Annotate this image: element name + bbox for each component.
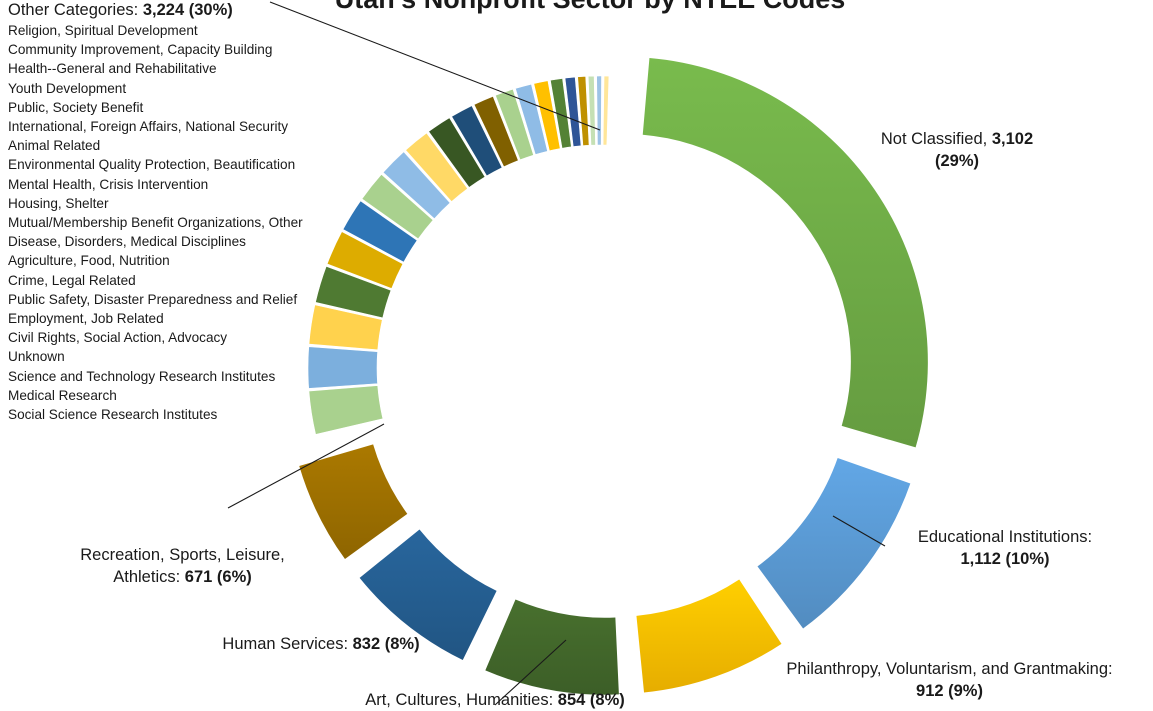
slice-other-category xyxy=(326,231,404,289)
slice-other-category xyxy=(315,265,392,319)
slice-other-category xyxy=(342,200,418,263)
leader-educational-institutions xyxy=(832,515,886,547)
slice-other-category xyxy=(308,304,383,351)
label-not-classified: Not Classified, 3,102 (29%) xyxy=(880,130,1034,170)
other-category-item: Public, Society Benefit xyxy=(8,99,144,115)
leader-lines xyxy=(227,1,886,706)
slice-other-category xyxy=(577,76,590,146)
slice-other-category xyxy=(602,75,610,146)
label-human-services: Human Services: 832 (8%) xyxy=(222,635,420,653)
leader-other-categories xyxy=(269,1,601,131)
slice-other-category xyxy=(550,78,572,149)
other-category-item: Employment, Job Related xyxy=(8,311,164,327)
other-category-item: Religion, Spiritual Development xyxy=(8,23,198,38)
slice-other-category xyxy=(515,83,548,155)
slice-other-category xyxy=(495,88,534,161)
leader-art-cultures xyxy=(494,639,567,706)
other-category-item: International, Foreign Affairs, National… xyxy=(8,119,289,135)
other-category-item: Agriculture, Food, Nutrition xyxy=(8,253,170,269)
other-categories-list: Religion, Spiritual Development Community… xyxy=(8,21,308,424)
slice-not-classified xyxy=(642,58,928,448)
label-art-cultures: Art, Cultures, Humanities: 854 (8%) xyxy=(365,691,625,709)
other-category-item: Crime, Legal Related xyxy=(8,272,136,288)
other-category-item: Unknown xyxy=(8,349,65,365)
label-educational-institutions: Educational Institutions: 1,112 (10%) xyxy=(917,528,1093,568)
other-category-item: Environmental Quality Protection, Beauti… xyxy=(8,157,296,173)
slice-other-category xyxy=(361,173,434,240)
slice-other-category xyxy=(564,76,582,147)
slice-other-category xyxy=(428,117,486,188)
slice-other-category xyxy=(473,95,519,168)
label-recreation: Recreation, Sports, Leisure, Athletics: … xyxy=(80,546,285,586)
other-categories-label: Other Categories: 3,224 (30%) xyxy=(8,1,233,19)
other-category-item: Community Improvement, Capacity Building xyxy=(8,42,273,58)
other-category-item: Science and Technology Research Institut… xyxy=(8,368,276,384)
slice-recreation-sports-leisure-athletics xyxy=(299,444,408,560)
slice-other-category xyxy=(587,75,596,146)
other-category-item: Public Safety, Disaster Preparedness and… xyxy=(8,291,298,307)
slice-other-category xyxy=(307,346,378,389)
other-category-item: Health--General and Rehabilitative xyxy=(8,61,217,77)
other-category-item: Medical Research xyxy=(8,387,117,403)
other-category-item: Social Science Research Institutes xyxy=(8,407,218,423)
ring-segments xyxy=(299,58,928,695)
slice-other-category xyxy=(533,80,561,152)
slice-other-category xyxy=(405,132,469,203)
slice-other-category xyxy=(596,75,602,146)
other-category-item: Disease, Disorders, Medical Disciplines xyxy=(8,234,246,250)
slice-other-category xyxy=(308,385,384,435)
other-category-item: Housing, Shelter xyxy=(8,195,109,211)
other-category-item: Mental Health, Crisis Intervention xyxy=(8,176,209,192)
slice-other-category xyxy=(451,105,503,177)
slice-human-services xyxy=(359,529,497,661)
chart-title: Utah's Nonprofit Sector by NTEE Codes xyxy=(310,0,870,15)
slice-educational-institutions xyxy=(757,458,911,629)
slice-art-cultures-humanities xyxy=(485,599,619,695)
other-category-item: Youth Development xyxy=(8,80,127,96)
other-category-item: Mutual/Membership Benefit Organizations,… xyxy=(8,215,303,231)
other-category-item: Civil Rights, Social Action, Advocacy xyxy=(8,330,228,346)
slice-philanthropy-voluntarism-and-grantmaking xyxy=(636,579,782,693)
slice-other-category xyxy=(382,151,451,220)
other-category-item: Animal Related xyxy=(8,138,101,154)
leader-other-list xyxy=(227,423,385,509)
label-philanthropy: Philanthropy, Voluntarism, and Grantmaki… xyxy=(786,660,1113,700)
